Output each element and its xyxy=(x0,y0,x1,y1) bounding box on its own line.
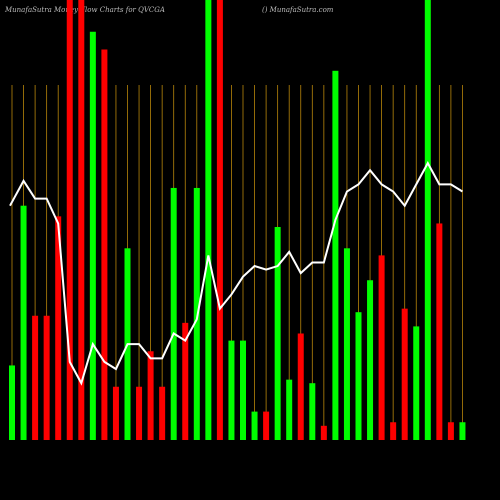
bar xyxy=(367,280,374,440)
bar xyxy=(66,0,73,440)
bar xyxy=(286,379,293,440)
bar xyxy=(424,0,431,440)
bar xyxy=(390,422,397,440)
bar xyxy=(55,216,62,440)
bar xyxy=(274,227,281,440)
bar xyxy=(170,187,177,440)
bar xyxy=(332,70,339,441)
chart-subtitle: () MunafaSutra.com xyxy=(262,6,334,14)
bar xyxy=(459,422,466,440)
bar xyxy=(136,386,143,440)
flow-line xyxy=(9,161,463,386)
bar xyxy=(228,340,235,440)
bar xyxy=(159,386,166,440)
bar xyxy=(182,322,189,440)
chart-title: MunafaSutra Money Flow Charts for QVCGA xyxy=(4,6,165,14)
bar xyxy=(216,0,223,440)
bar xyxy=(240,340,246,440)
bar xyxy=(263,411,270,440)
bar xyxy=(112,386,119,440)
bar xyxy=(32,315,39,440)
bar xyxy=(43,315,50,440)
bar xyxy=(320,425,327,440)
bar xyxy=(20,205,27,440)
bar xyxy=(101,49,108,440)
bar xyxy=(9,365,15,440)
bar xyxy=(378,255,385,440)
bar xyxy=(436,223,443,440)
bar xyxy=(147,351,154,440)
bar xyxy=(205,0,212,440)
bar xyxy=(89,31,96,440)
bar xyxy=(251,411,258,440)
bar xyxy=(413,326,420,440)
bar xyxy=(343,248,350,440)
bar xyxy=(297,333,304,440)
bar xyxy=(309,383,316,440)
bar xyxy=(447,422,454,440)
bar xyxy=(401,308,408,440)
bar xyxy=(78,0,85,440)
bar xyxy=(355,312,362,440)
